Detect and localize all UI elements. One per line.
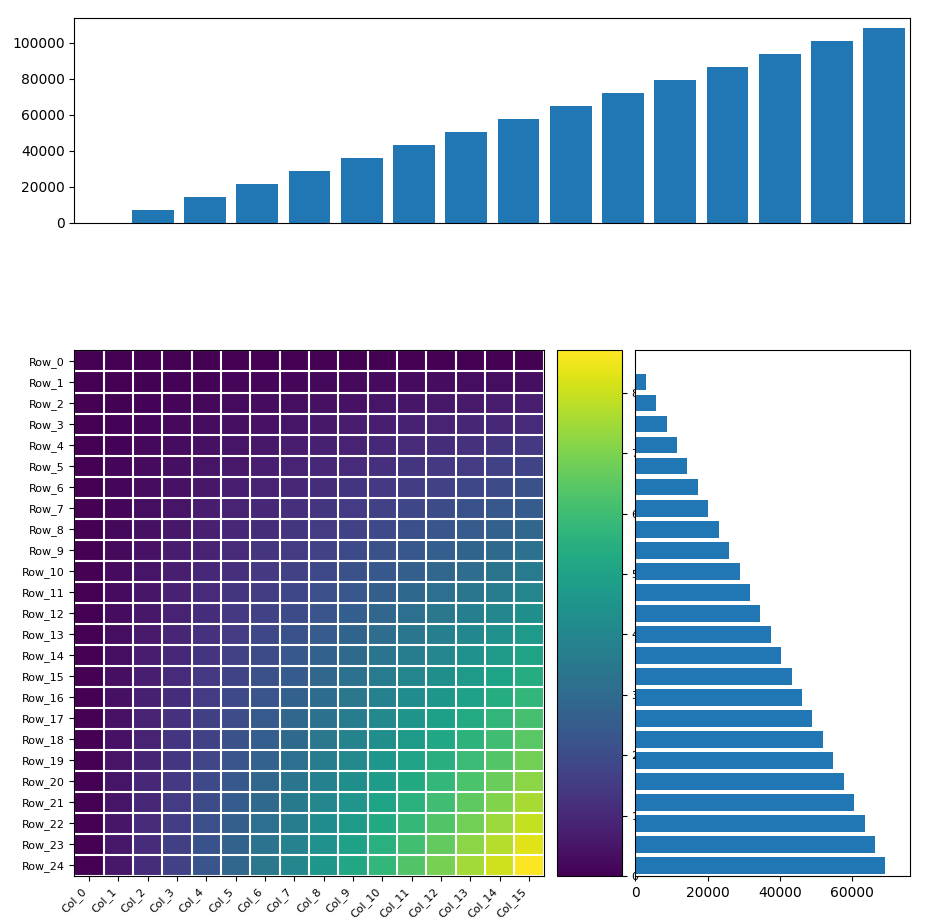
Bar — [758, 54, 800, 223]
Bar — [635, 836, 874, 853]
Bar — [132, 210, 174, 223]
Bar — [549, 106, 591, 223]
Bar — [635, 857, 884, 874]
Bar — [635, 710, 812, 727]
Bar — [635, 457, 687, 475]
Bar — [635, 647, 780, 664]
Bar — [635, 373, 645, 390]
Bar — [635, 542, 728, 559]
Bar — [635, 731, 822, 748]
Bar — [497, 119, 539, 223]
Bar — [635, 668, 791, 685]
Bar — [289, 171, 330, 223]
Bar — [635, 562, 739, 580]
Bar — [706, 67, 748, 223]
Bar — [635, 752, 832, 769]
Bar — [635, 521, 718, 538]
Bar — [184, 196, 226, 223]
Bar — [635, 437, 677, 454]
Bar — [635, 773, 843, 790]
Bar — [635, 500, 707, 516]
Bar — [635, 416, 666, 432]
Bar — [635, 626, 770, 643]
Bar — [341, 158, 382, 223]
Bar — [601, 93, 643, 223]
Bar — [635, 395, 655, 411]
Bar — [635, 689, 801, 705]
Bar — [393, 145, 434, 223]
Bar — [635, 584, 749, 600]
Bar — [635, 815, 864, 832]
Bar — [445, 132, 486, 223]
Bar — [862, 29, 904, 223]
Bar — [635, 794, 853, 810]
Bar — [635, 479, 697, 495]
Bar — [236, 183, 277, 223]
Bar — [653, 80, 695, 223]
Bar — [810, 41, 852, 223]
Bar — [635, 605, 759, 621]
